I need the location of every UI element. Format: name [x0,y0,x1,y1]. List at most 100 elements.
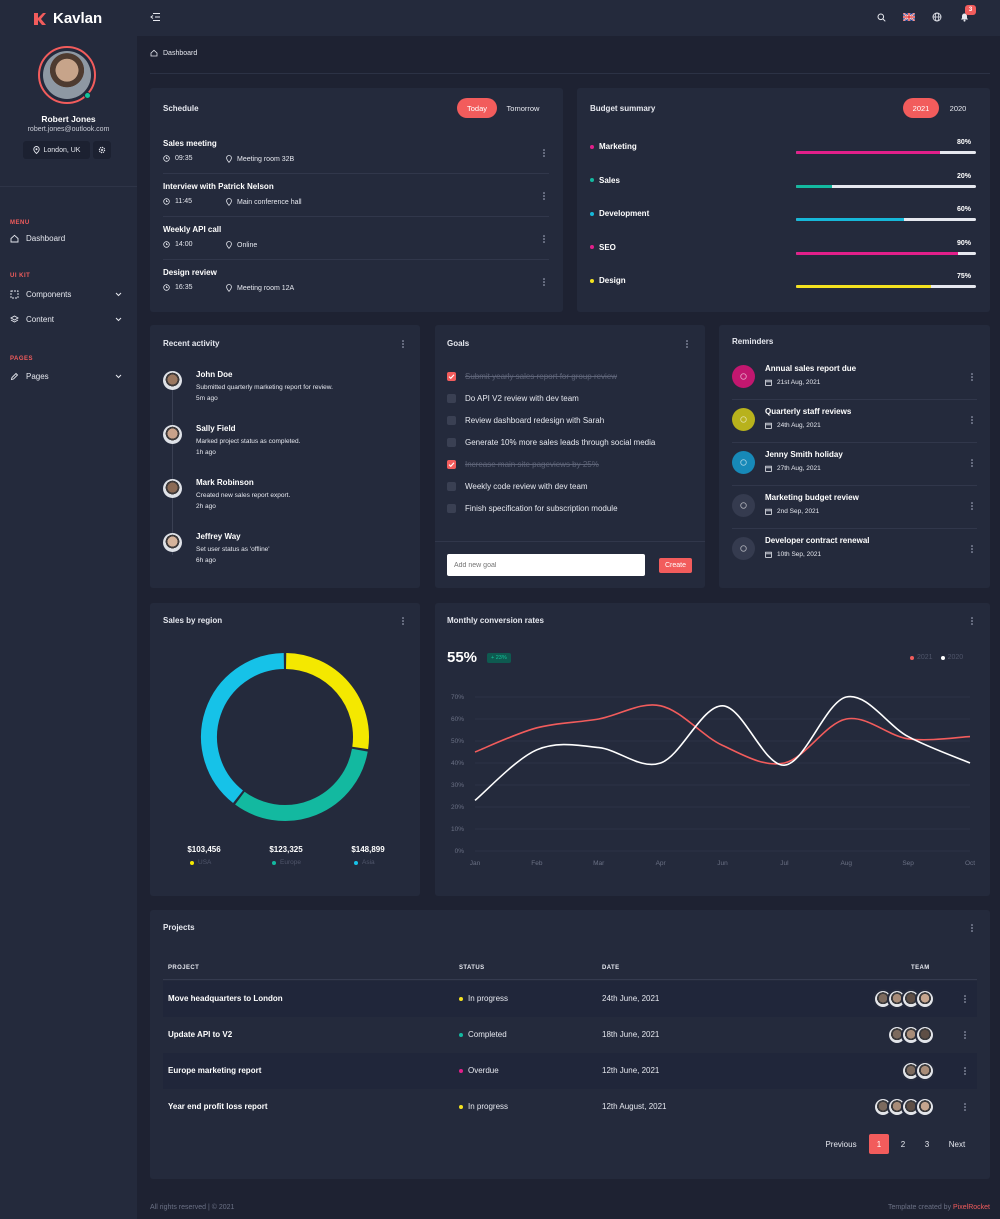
schedule-event-title[interactable]: Interview with Patrick Nelson [163,182,274,191]
pagination-page-1[interactable]: 1 [869,1134,889,1154]
project-row-menu-icon[interactable] [963,995,967,1003]
reminder-menu-icon[interactable] [970,416,974,424]
reminder-title[interactable]: Quarterly staff reviews [765,407,852,416]
schedule-event-menu-icon[interactable] [542,149,546,157]
new-goal-input[interactable] [447,554,645,576]
schedule-event-menu-icon[interactable] [542,235,546,243]
profile-avatar[interactable] [38,46,96,104]
sidebar-item-pages[interactable]: Pages [10,369,122,383]
footer-credit-link[interactable]: PixelRocket [953,1204,990,1211]
schedule-event-title[interactable]: Sales meeting [163,139,217,148]
check-icon [448,374,455,380]
reminder-menu-icon[interactable] [970,459,974,467]
reminder-menu-icon[interactable] [970,373,974,381]
pagination-next[interactable]: Next [948,1139,966,1149]
conversion-menu-icon[interactable] [970,617,974,625]
sidebar-item-content[interactable]: Content [10,312,122,326]
goal-checkbox[interactable] [447,438,456,447]
sidebar-toggle-icon[interactable] [150,12,161,22]
series-line-2021[interactable] [474,704,971,765]
reminder-title[interactable]: Developer contract renewal [765,536,870,545]
reminder-menu-icon[interactable] [970,545,974,553]
activity-user-name[interactable]: Sally Field [196,424,236,433]
map-pin-icon [226,241,232,249]
budget-item-value: 60% [957,206,972,213]
schedule-event-title[interactable]: Weekly API call [163,225,222,234]
goal-label[interactable]: Increase main site pageviews by 25% [465,460,599,469]
table-row[interactable]: Update API to V2 Completed 18th June, 2021 [163,1017,977,1053]
tab-2020[interactable]: 2020 [949,103,967,113]
project-name[interactable]: Update API to V2 [168,1030,233,1039]
table-row[interactable]: Year end profit loss report In progress 12… [163,1089,977,1125]
activity-avatar[interactable] [163,425,182,444]
donut-slice-usa[interactable] [285,653,369,750]
goal-checkbox[interactable] [447,460,456,469]
goal-checkbox[interactable] [447,394,456,403]
goals-menu-icon[interactable] [685,340,689,348]
table-row[interactable]: Europe marketing report Overdue 12th June,… [163,1053,977,1089]
pagination-page-3[interactable]: 3 [924,1139,930,1149]
reminder-menu-icon[interactable] [970,502,974,510]
breadcrumb[interactable]: Dashboard [150,49,197,57]
project-name[interactable]: Year end profit loss report [168,1102,268,1111]
create-goal-button[interactable]: Create [659,558,692,573]
team-member-avatar[interactable] [915,1097,935,1117]
activity-user-name[interactable]: Mark Robinson [196,478,254,487]
team-member-avatar[interactable] [915,1025,935,1045]
donut-slice-asia[interactable] [201,653,285,804]
status-dot [459,1068,463,1073]
activity-user-name[interactable]: John Doe [196,370,233,379]
search-icon[interactable] [877,13,886,22]
chat-icon [740,502,747,509]
activity-menu-icon[interactable] [401,340,405,348]
location-badge[interactable]: London, UK [23,141,90,159]
reminder-title[interactable]: Jenny Smith holiday [765,450,843,459]
series-line-2020[interactable] [474,695,971,802]
goal-checkbox[interactable] [447,504,456,513]
project-name[interactable]: Move headquarters to London [168,994,283,1003]
activity-avatar[interactable] [163,479,182,498]
team-member-avatar[interactable] [915,1061,935,1081]
goal-label[interactable]: Submit yearly sales report for group rev… [465,372,618,381]
reminder-title[interactable]: Annual sales report due [765,364,857,373]
goal-checkbox[interactable] [447,416,456,425]
sidebar-item-components[interactable]: Components [10,287,122,301]
projects-menu-icon[interactable] [970,924,974,932]
uk-flag-icon[interactable] [903,13,915,21]
project-date: 12th June, 2021 [602,1066,660,1075]
tab-today[interactable]: Today [457,98,497,118]
profile-settings-button[interactable] [93,141,111,159]
goal-label[interactable]: Do API V2 review with dev team [465,394,579,403]
sales-region-menu-icon[interactable] [401,617,405,625]
tab-tomorrow[interactable]: Tomorrow [506,103,540,113]
goal-label[interactable]: Finish specification for subscription mo… [465,504,618,513]
sidebar-item-dashboard[interactable]: Dashboard [10,231,122,245]
activity-user-name[interactable]: Jeffrey Way [196,532,241,541]
tab-2021[interactable]: 2021 [903,98,939,118]
project-row-menu-icon[interactable] [963,1031,967,1039]
goal-checkbox[interactable] [447,482,456,491]
table-row[interactable]: Move headquarters to London In progress 24… [163,981,977,1017]
schedule-event-menu-icon[interactable] [542,192,546,200]
goal-label[interactable]: Review dashboard redesign with Sarah [465,416,605,425]
activity-avatar[interactable] [163,533,182,552]
pagination-page-2[interactable]: 2 [900,1139,906,1149]
schedule-event-menu-icon[interactable] [542,278,546,286]
brand-logo[interactable]: Kavlan [33,10,102,27]
schedule-event-title[interactable]: Design review [163,268,217,277]
legend-label: 2021 [917,654,933,661]
globe-icon[interactable] [932,12,942,22]
goal-label[interactable]: Generate 10% more sales leads through so… [465,438,656,447]
bell-icon[interactable] [960,12,969,22]
activity-avatar[interactable] [163,371,182,390]
goal-checkbox[interactable] [447,372,456,381]
donut-slice-europe[interactable] [235,748,368,821]
goal-label[interactable]: Weekly code review with dev team [465,482,588,491]
project-row-menu-icon[interactable] [963,1103,967,1111]
budget-progress-bar [796,251,976,255]
team-member-avatar[interactable] [915,989,935,1009]
project-name[interactable]: Europe marketing report [168,1066,262,1075]
project-row-menu-icon[interactable] [963,1067,967,1075]
pagination-previous[interactable]: Previous [825,1139,857,1149]
reminder-title[interactable]: Marketing budget review [765,493,859,502]
